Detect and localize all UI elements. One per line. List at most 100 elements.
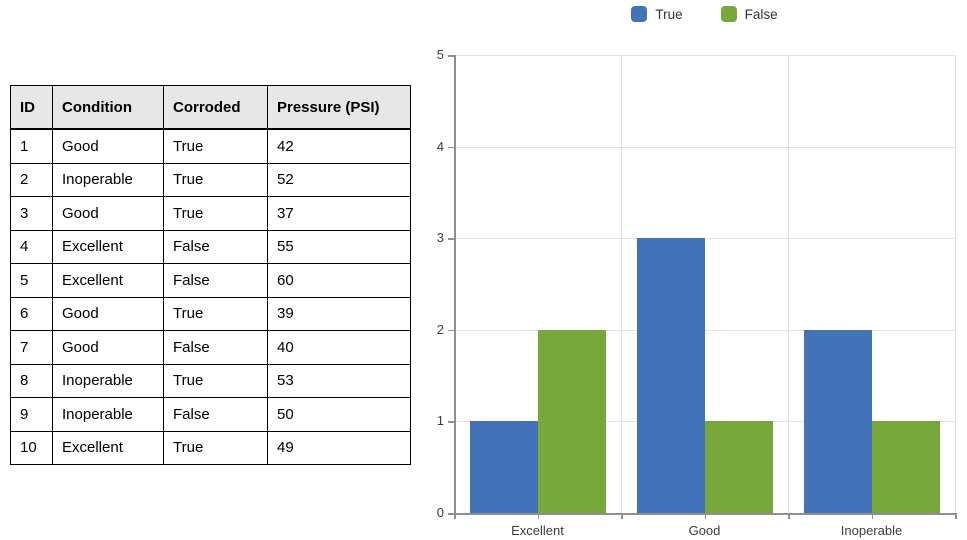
gridline-vertical bbox=[788, 55, 789, 513]
table-cell: 53 bbox=[267, 363, 411, 398]
table-cell: Good bbox=[52, 196, 164, 231]
table-cell: Good bbox=[52, 330, 164, 365]
column-header: Corroded bbox=[163, 85, 268, 130]
bar-true-good bbox=[636, 238, 705, 513]
bar-false-inoperable bbox=[871, 421, 940, 513]
table-cell: Good bbox=[52, 296, 164, 331]
table-cell: 8 bbox=[10, 363, 53, 398]
table-cell: Excellent bbox=[52, 229, 164, 264]
y-axis-tick bbox=[448, 146, 454, 149]
table-cell: True bbox=[163, 196, 268, 231]
table-cell: True bbox=[163, 363, 268, 398]
table-row: 7 Good False 40 bbox=[10, 330, 411, 365]
table-cell: True bbox=[163, 162, 268, 197]
x-axis-tick bbox=[704, 513, 706, 519]
table-cell: Excellent bbox=[52, 430, 164, 465]
table-row: 9 Inoperable False 50 bbox=[10, 397, 411, 432]
x-axis-tick bbox=[537, 513, 539, 519]
pipe-data-table: ID Condition Corroded Pressure (PSI) 1 Good T… bbox=[10, 85, 411, 465]
y-axis-tick bbox=[448, 238, 454, 240]
y-axis-tick-label: 0 bbox=[436, 505, 444, 520]
table-cell: 5 bbox=[10, 263, 53, 298]
table-cell: 4 bbox=[10, 229, 53, 264]
legend-item-false: False bbox=[720, 6, 778, 22]
table-cell: 6 bbox=[10, 296, 53, 331]
table-row: 3 Good True 37 bbox=[10, 196, 411, 231]
x-axis-tick bbox=[955, 513, 957, 519]
legend-label: True bbox=[655, 6, 683, 22]
table-cell: 50 bbox=[267, 397, 411, 432]
y-axis-tick bbox=[448, 421, 454, 423]
table-cell: 55 bbox=[267, 229, 411, 264]
table-header: ID Condition Corroded Pressure (PSI) bbox=[10, 85, 411, 130]
y-axis-tick-label: 1 bbox=[436, 413, 444, 429]
legend-item-true: True bbox=[631, 6, 683, 22]
table-cell: 9 bbox=[10, 397, 53, 432]
gridline-horizontal bbox=[454, 55, 955, 56]
legend-swatch-false bbox=[720, 6, 737, 22]
table-cell: 1 bbox=[10, 128, 53, 164]
gridline-horizontal bbox=[454, 238, 955, 240]
column-header: ID bbox=[10, 85, 53, 130]
table-cell: False bbox=[163, 229, 268, 264]
table-cell: 39 bbox=[267, 296, 411, 331]
y-axis-tick-label: 5 bbox=[436, 47, 444, 62]
table-cell: True bbox=[163, 296, 268, 331]
gridline-horizontal bbox=[454, 329, 955, 331]
table-cell: 10 bbox=[10, 430, 53, 465]
table-cell: Inoperable bbox=[52, 162, 164, 197]
table-cell: 3 bbox=[10, 196, 53, 231]
column-header: Pressure (PSI) bbox=[267, 85, 411, 130]
table-cell: 37 bbox=[267, 196, 411, 231]
table-cell: True bbox=[163, 430, 268, 465]
y-axis-tick bbox=[448, 513, 454, 515]
table-row: 10 Excellent True 49 bbox=[10, 430, 411, 465]
bar-false-excellent bbox=[537, 329, 606, 513]
table-row: 1 Good True 42 bbox=[10, 128, 411, 164]
table-row: 6 Good True 39 bbox=[10, 296, 411, 331]
table-cell: Excellent bbox=[52, 263, 164, 298]
x-axis-category-label: Good bbox=[688, 523, 721, 538]
x-axis-category-label: Inoperable bbox=[840, 523, 903, 538]
table-cell: 7 bbox=[10, 330, 53, 365]
table-cell: Inoperable bbox=[52, 397, 164, 432]
table-cell: 42 bbox=[267, 128, 411, 164]
table-cell: 49 bbox=[267, 430, 411, 465]
x-axis-category-label: Excellent bbox=[511, 523, 564, 538]
bar-false-good bbox=[704, 421, 773, 513]
table-cell: False bbox=[163, 330, 268, 365]
grouped-bar-chart: True False 0 1 2 3 4 5 Excellent Good Inoperable bbox=[420, 0, 967, 540]
table-cell: True bbox=[163, 128, 268, 164]
y-axis-tick bbox=[448, 55, 454, 57]
table-cell: Good bbox=[52, 128, 164, 164]
legend-label: False bbox=[744, 6, 778, 22]
y-axis-tick-label: 4 bbox=[436, 138, 444, 154]
legend-swatch-true bbox=[631, 6, 648, 22]
chart-legend: True False bbox=[454, 6, 955, 22]
table-cell: Inoperable bbox=[52, 363, 164, 398]
table-cell: 40 bbox=[267, 330, 411, 365]
y-axis-tick-label: 2 bbox=[436, 321, 444, 337]
x-axis-tick bbox=[454, 513, 456, 519]
gridline-vertical bbox=[955, 55, 956, 513]
bar-true-inoperable bbox=[803, 329, 872, 513]
bar-true-excellent bbox=[469, 421, 538, 513]
y-axis-tick bbox=[448, 329, 454, 332]
gridline-vertical bbox=[621, 55, 622, 513]
table-cell: 2 bbox=[10, 162, 53, 197]
x-axis-tick bbox=[621, 513, 623, 519]
table-cell: False bbox=[163, 397, 268, 432]
table-row: 2 Inoperable True 52 bbox=[10, 162, 411, 197]
gridline-horizontal bbox=[454, 146, 955, 148]
table-row: 5 Excellent False 60 bbox=[10, 263, 411, 298]
table-cell: 52 bbox=[267, 162, 411, 197]
x-axis-tick bbox=[788, 513, 790, 519]
table-header-row: ID Condition Corroded Pressure (PSI) bbox=[10, 85, 411, 130]
table-body: 1 Good True 42 2 Inoperable True 52 3 Good True 37 4… bbox=[10, 128, 411, 465]
table-cell: 60 bbox=[267, 263, 411, 298]
table-row: 8 Inoperable True 53 bbox=[10, 363, 411, 398]
column-header: Condition bbox=[52, 85, 164, 130]
table-row: 4 Excellent False 55 bbox=[10, 229, 411, 264]
y-axis-line bbox=[454, 55, 456, 513]
